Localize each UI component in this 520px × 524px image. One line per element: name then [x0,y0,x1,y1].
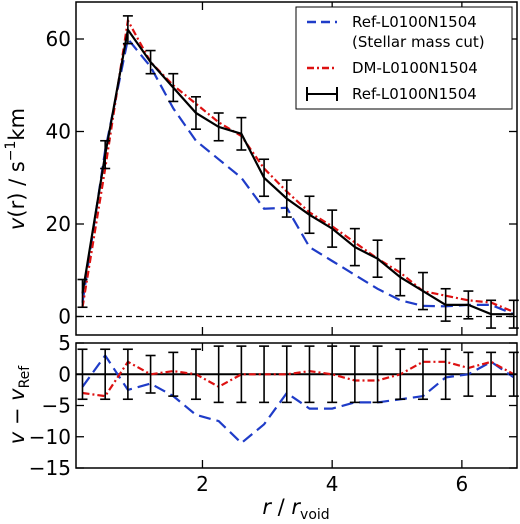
x-axis-label: r / rvoid [262,495,329,523]
y-tick-label: −15 [29,456,71,480]
x-tick-label: 2 [196,472,209,496]
errorbar-1-12 [349,345,360,404]
y-tick-label: −5 [42,394,71,418]
errorbar-1-9 [281,345,292,404]
series-line-dm-l0100n1504-0 [81,17,515,313]
residual-series-group [76,345,519,445]
errorbar-1-14 [395,348,406,401]
main-ticks: 0 20 40 60 [46,2,517,335]
errorbar-1-5 [190,348,201,401]
errorbar-1-10 [304,345,315,404]
legend-label-stellar-cut-1: Ref-L0100N1504 [352,13,477,31]
errorbar-1-16 [440,348,451,401]
legend-label-ref: Ref-L0100N1504 [352,85,477,103]
y-tick-label: 0 [58,362,71,386]
series-line-dm-l0100n1504-1 [82,360,515,398]
residual-plot-frame [75,342,518,469]
errorbar-1-13 [372,345,383,404]
x-tick-label: 6 [456,472,469,496]
errorbar-1-4 [168,351,179,397]
errorbar-1-18 [486,351,497,397]
residual-y-axis-label: v − vRef [5,365,33,445]
errorbar-1-3 [145,354,156,394]
legend-swatch-ref [306,87,338,101]
x-tick-label: 4 [326,472,339,496]
main-panel: 0 20 40 60 v(r) / s−1km Ref-L0100N1504 (Ste… [3,1,519,336]
y-tick-label: 5 [58,331,71,355]
errorbar-1-7 [236,345,247,404]
y-tick-label: −10 [29,425,71,449]
residual-panel: 2 4 6 5 0 −5 −10 −15 v − vRef r / rvoid [5,331,519,523]
main-y-axis-label: v(r) / s−1km [3,108,29,230]
series-line-ref-l0100n1504-stellar-mass-cut-1 [81,353,515,445]
y-tick-label: 60 [46,27,71,51]
y-tick-label: 0 [58,305,71,329]
series-line-ref-l0100n1504-0 [81,27,514,316]
y-tick-label: 40 [46,120,71,144]
errorbar-1-17 [463,351,474,397]
main-series-group [77,15,519,329]
errorbar-1-6 [213,345,224,404]
legend: Ref-L0100N1504 (Stellar mass cut) DM-L01… [295,6,513,110]
errorbar-1-8 [259,345,270,404]
legend-label-dm: DM-L0100N1504 [352,59,478,77]
y-tick-label: 20 [46,212,71,236]
errorbar-1-1 [100,348,111,401]
legend-label-stellar-cut-2: (Stellar mass cut) [352,33,485,51]
main-plot-frame [75,1,518,336]
errorbar-1-2 [122,348,133,401]
residual-ticks: 2 4 6 5 0 −5 −10 −15 [29,331,517,496]
errorbar-1-15 [417,348,428,401]
legend-box [295,6,513,110]
